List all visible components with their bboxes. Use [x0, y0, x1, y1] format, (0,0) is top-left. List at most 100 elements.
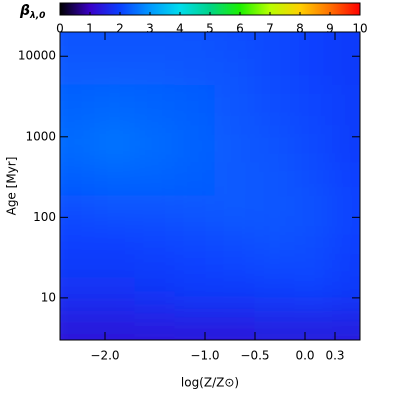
heat-cell	[60, 194, 96, 227]
x-tick-label: 0.0	[295, 349, 314, 363]
y-tick-label: 100	[33, 210, 56, 224]
heat-cell	[254, 253, 296, 280]
heat-cell	[94, 194, 136, 227]
heat-cell	[94, 319, 136, 340]
heat-cell	[174, 83, 216, 126]
heat-cell	[254, 300, 296, 321]
colorbar-tick-label: 7	[266, 22, 274, 36]
x-axis-label: log(Z/Z⊙)	[181, 376, 239, 390]
x-tick-label: −0.5	[240, 349, 269, 363]
heat-cell	[60, 83, 96, 126]
heat-cell	[294, 161, 333, 196]
y-tick-label: 1000	[25, 129, 56, 143]
heat-cell	[60, 225, 96, 255]
heat-cell	[60, 278, 96, 302]
heat-cell	[294, 49, 333, 85]
heat-cell	[254, 83, 296, 126]
heat-cell	[294, 32, 333, 51]
heat-cell	[294, 278, 333, 302]
heatmap-cells	[60, 32, 360, 340]
heat-cell	[174, 194, 216, 227]
heat-cell	[94, 161, 136, 196]
heat-cell	[294, 124, 333, 163]
heat-cell	[134, 32, 176, 51]
heat-cell	[294, 194, 333, 227]
heat-cell	[174, 161, 216, 196]
heat-cell	[332, 194, 360, 227]
heat-cell	[94, 300, 136, 321]
colorbar-label-sub: λ,0	[29, 11, 45, 21]
heat-cell	[254, 124, 296, 163]
heat-cell	[94, 253, 136, 280]
heat-cell	[214, 278, 256, 302]
heat-cell	[254, 319, 296, 340]
heat-cell	[94, 49, 136, 85]
heat-cell	[332, 319, 360, 340]
heat-cell	[60, 161, 96, 196]
y-tick-label: 10000	[18, 49, 56, 63]
heat-cell	[174, 49, 216, 85]
heat-cell	[134, 83, 176, 126]
heat-cell	[332, 225, 360, 255]
heat-cell	[254, 32, 296, 51]
heat-cell	[60, 253, 96, 280]
colorbar-tick-label: 8	[296, 22, 304, 36]
heatmap	[60, 32, 360, 340]
heat-cell	[294, 253, 333, 280]
heat-cell	[134, 124, 176, 163]
y-axis-label: Age [Myr]	[5, 157, 19, 216]
heat-cell	[214, 300, 256, 321]
heat-cell	[332, 124, 360, 163]
x-tick-label: 0.3	[325, 349, 344, 363]
heat-cell	[134, 300, 176, 321]
heat-cell	[134, 49, 176, 85]
heat-cell	[174, 278, 216, 302]
colorbar-tick-label: 0	[56, 22, 64, 36]
heat-cell	[174, 319, 216, 340]
heat-cell	[214, 49, 256, 85]
heat-cell	[214, 83, 256, 126]
colorbar-tick-label: 2	[116, 22, 124, 36]
heat-cell	[174, 225, 216, 255]
heat-cell	[134, 253, 176, 280]
heat-cell	[294, 225, 333, 255]
heat-cell	[254, 278, 296, 302]
colorbar-tick-label: 3	[146, 22, 154, 36]
heat-cell	[254, 225, 296, 255]
colorbar-tick-label: 10	[352, 22, 367, 36]
heat-cell	[134, 225, 176, 255]
colorbar-tick-label: 4	[176, 22, 184, 36]
heat-cell	[332, 32, 360, 51]
heat-cell	[214, 225, 256, 255]
heat-cell	[214, 161, 256, 196]
heat-cell	[94, 124, 136, 163]
heat-cell	[214, 253, 256, 280]
colorbar-label: βλ,0	[19, 3, 45, 21]
heat-cell	[94, 225, 136, 255]
colorbar-tick-label: 1	[86, 22, 94, 36]
heat-cell	[94, 83, 136, 126]
heat-cell	[134, 194, 176, 227]
heat-cell	[134, 278, 176, 302]
heat-cell	[332, 300, 360, 321]
heat-cell	[254, 161, 296, 196]
heat-cell	[214, 124, 256, 163]
heat-cell	[174, 300, 216, 321]
heat-cell	[60, 319, 96, 340]
heat-cell	[332, 278, 360, 302]
heat-cell	[254, 49, 296, 85]
heat-cell	[294, 300, 333, 321]
heat-cell	[214, 194, 256, 227]
heat-cell	[332, 253, 360, 280]
heat-cell	[254, 194, 296, 227]
heat-cell	[60, 300, 96, 321]
heat-cell	[60, 32, 96, 51]
heat-cell	[60, 124, 96, 163]
heat-cell	[332, 83, 360, 126]
heat-cell	[94, 278, 136, 302]
x-tick-label: −2.0	[90, 349, 119, 363]
heat-cell	[332, 161, 360, 196]
heat-cell	[332, 49, 360, 85]
colorbar-tick-label: 5	[206, 22, 214, 36]
